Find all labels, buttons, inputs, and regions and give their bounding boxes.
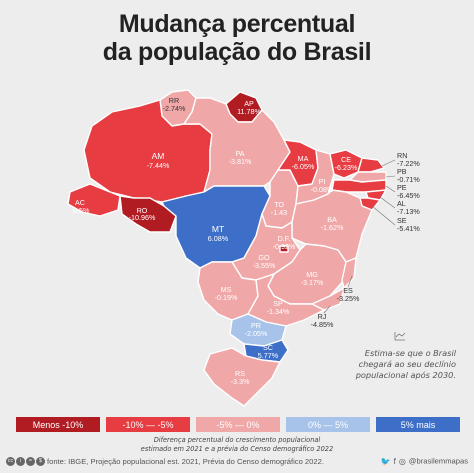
population-note: Estima-se que o Brasil chegará ao seu de… [355,348,456,380]
map-caption: Diferença percentual do crescimento popu… [0,436,474,453]
label-sp-value: -1.34% [267,307,290,316]
label-df-code: D.F. [278,234,291,243]
label-pr-value: -2.05% [245,329,268,338]
label-ap-value: 11.78% [237,107,261,116]
state-labels: RR -2.74% AP 11.78% AM -7.44% PA -3.81% … [71,96,421,386]
state-rs[interactable] [203,347,281,407]
caption-line-1: Diferença percentual do crescimento popu… [153,436,321,444]
legend-item-neg10-neg5: -10% — -5% [106,417,190,432]
title-line-2: da população do Brasil [102,38,372,66]
label-se-code: SE [397,216,407,225]
legend-label: 5% mais [400,419,436,430]
label-ac-code: AC [75,198,85,207]
nc-icon: $ [36,456,45,466]
state-ro[interactable] [119,195,177,233]
legend-label: 0% — 5% [307,419,349,430]
label-rn-code: RN [397,151,407,160]
label-rs-code: RS [235,369,245,378]
legend-label: -5% — 0% [216,419,260,430]
label-df-value: -0.92% [273,242,296,251]
label-pi-value: -0.08% [311,185,334,194]
legend-label: Menos -10% [32,419,84,430]
source-text: fonte: IBGE, Projeção populacional est. … [47,457,324,466]
label-ap-code: AP [244,99,254,108]
label-ma-value: -6.05% [292,162,315,171]
label-se-value: -5.41% [397,224,420,233]
label-ce-value: -6.23% [335,163,358,172]
label-ba-code: BA [327,215,337,224]
state-rn[interactable] [357,157,385,173]
state-es[interactable] [341,257,357,289]
label-go-value: -3.55% [253,261,276,270]
legend-item-5-mais: 5% mais [376,417,460,432]
label-rj-value: -4.85% [311,320,334,329]
label-ro-value: -10.96% [129,213,156,222]
cc-icon: cc [6,456,15,466]
legend-item-0-5: 0% — 5% [286,417,370,432]
chart-title: Mudança percentual da população do Brasi… [0,10,474,66]
leader-lines [323,159,396,314]
label-pi-code: PI [319,177,326,186]
title-line-1: Mudança percentual [118,10,356,38]
label-ce-code: CE [341,155,351,164]
brazil-map: RR -2.74% AP 11.78% AM -7.44% PA -3.81% … [67,89,421,407]
label-ma-code: MA [298,154,309,163]
label-pr-code: PR [251,321,261,330]
label-pe-value: -6.45% [397,191,420,200]
legend-label: -10% — -5% [122,419,174,430]
social-links: 🐦 f ◎ @brasilemmapas [381,456,468,466]
caption-line-2: estimado em 2021 e a prévia do Censo dem… [140,444,334,453]
label-ac-value: -8.5% [71,206,90,215]
label-sp-code: SP [273,299,283,308]
label-ms-value: -0.19% [215,293,238,302]
label-rr-code: RR [169,96,179,105]
label-pe-code: PE [397,183,407,192]
trend-line-icon [394,332,406,341]
label-pb-value: -0.71% [397,175,420,184]
label-am-value: -7.44% [147,161,170,170]
twitter-icon[interactable]: 🐦 [380,456,391,466]
label-rr-value: -2.74% [163,104,186,113]
label-go-code: GO [258,253,270,262]
legend: Menos -10% -10% — -5% -5% — 0% 0% — 5% 5… [16,417,460,433]
legend-item-neg5-0: -5% — 0% [196,417,280,432]
label-sc-value: 5.77% [258,351,279,360]
label-pa-code: PA [235,149,244,158]
label-mt-code: MT [212,224,224,234]
label-es-value: -3.25% [337,294,360,303]
label-es-code: ES [343,286,353,295]
state-ac[interactable] [67,183,121,217]
label-am-code: AM [152,151,165,161]
label-ro-code: RO [137,206,148,215]
label-sc-code: SC [263,343,273,352]
label-al-code: AL [397,199,406,208]
footer: cc i = $ fonte: IBGE, Projeção populacional… [6,456,468,468]
label-al-value: -7.13% [397,207,420,216]
by-icon: i [16,456,25,466]
label-ba-value: -1.62% [321,223,344,232]
label-to-value: -1.43 [271,208,287,217]
state-df[interactable] [279,245,289,253]
label-rs-value: -3.3% [231,377,250,386]
legend-item-menos-10: Menos -10% [16,417,100,432]
label-pa-value: -3.81% [229,157,252,166]
label-mg-code: MG [306,270,318,279]
label-rj-code: RJ [318,312,327,321]
instagram-icon[interactable]: ◎ [398,456,406,466]
nd-icon: = [26,456,35,466]
label-mg-value: -3.17% [301,278,324,287]
label-mt-value: 6.08% [208,234,229,243]
handle[interactable]: @brasilemmapas [408,456,468,466]
facebook-icon[interactable]: f [393,456,396,466]
label-ms-code: MS [221,285,232,294]
label-pb-code: PB [397,167,407,176]
label-to-code: TO [274,200,284,209]
label-rn-value: -7.22% [397,159,420,168]
